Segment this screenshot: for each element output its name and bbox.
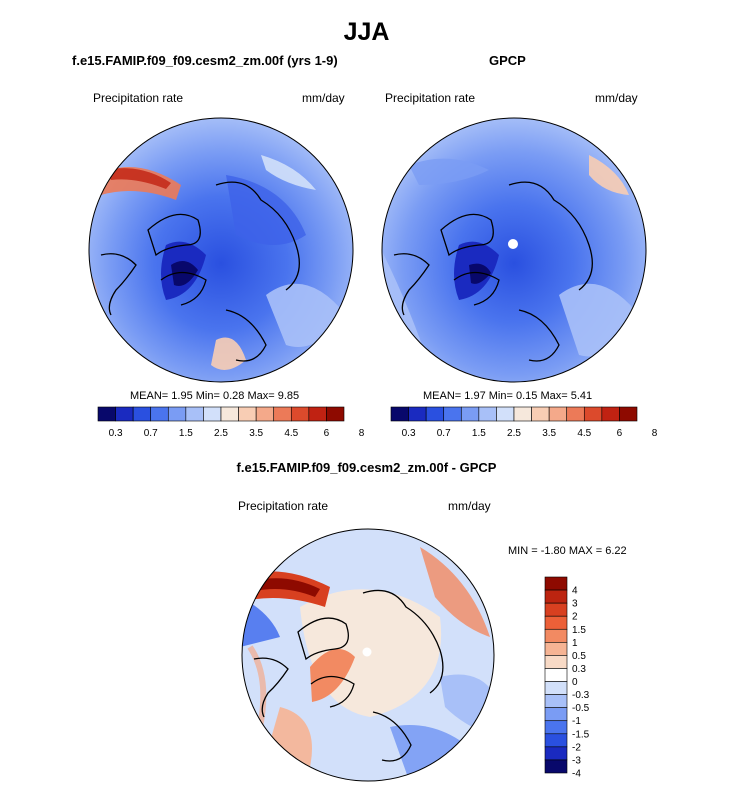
colorbar-swatch xyxy=(115,406,134,422)
colorbar-tick-label: -3 xyxy=(572,755,581,766)
colorbar-tick-label: 6 xyxy=(324,428,330,439)
panel1-polar-map xyxy=(88,117,354,383)
colorbar-tick-label: 3.5 xyxy=(249,428,263,439)
colorbar-tick-label: 1 xyxy=(572,638,578,649)
colorbar-swatch xyxy=(308,406,327,422)
panel1-colorbar: 0.3 0.7 1.5 2.5 3.5 4.5 6 8 xyxy=(97,406,365,439)
colorbar-tick-label: -4 xyxy=(572,769,581,780)
colorbar-tick-label: 4 xyxy=(572,586,578,597)
colorbar-swatch xyxy=(601,406,620,422)
colorbar-tick-label: 0.3 xyxy=(402,428,416,439)
colorbar-tick-label: 0.3 xyxy=(572,664,586,675)
colorbar-tick-label: 1.5 xyxy=(472,428,486,439)
panel1-units: mm/day xyxy=(302,91,345,105)
colorbar-swatch xyxy=(255,406,275,422)
panel1-field-label: Precipitation rate xyxy=(93,91,184,105)
colorbar-swatch xyxy=(408,406,427,422)
colorbar-swatch xyxy=(544,668,568,682)
panel1-stats: MEAN= 1.95 Min= 0.28 Max= 9.85 xyxy=(130,390,300,402)
panel2-units: mm/day xyxy=(595,91,638,105)
colorbar-swatch xyxy=(544,746,568,761)
colorbar-swatch xyxy=(548,406,568,422)
colorbar-tick-label: 6 xyxy=(617,428,623,439)
colorbar-tick-label: 4.5 xyxy=(577,428,591,439)
colorbar-swatch xyxy=(496,406,515,422)
colorbar-swatch xyxy=(544,720,568,735)
colorbar-swatch xyxy=(203,406,222,422)
colorbar-tick-label: 3.5 xyxy=(542,428,556,439)
colorbar-swatch xyxy=(544,602,568,617)
colorbar-swatch xyxy=(513,406,532,422)
colorbar-swatch xyxy=(544,628,568,643)
panel3-polar-map xyxy=(241,528,495,782)
colorbar-tick-label: 8 xyxy=(359,428,365,439)
panel2-stats: MEAN= 1.97 Min= 0.15 Max= 5.41 xyxy=(423,390,593,402)
colorbar-swatch xyxy=(273,406,292,422)
colorbar-swatch xyxy=(531,406,550,422)
panel3-units: mm/day xyxy=(448,499,491,513)
colorbar-tick-label: -2 xyxy=(572,742,581,753)
colorbar-tick-label: -0.3 xyxy=(572,690,590,701)
colorbar-swatch xyxy=(583,406,603,422)
colorbar-tick-label: -1 xyxy=(572,716,581,727)
colorbar-tick-label: 0.5 xyxy=(572,651,586,662)
colorbar-swatch xyxy=(544,589,568,604)
panel2-title: GPCP xyxy=(489,53,526,68)
colorbar-swatch xyxy=(544,655,568,669)
colorbar-swatch xyxy=(619,406,638,422)
colorbar-tick-label: 2 xyxy=(572,612,578,623)
colorbar-swatch xyxy=(460,406,480,422)
colorbar-swatch xyxy=(390,406,409,422)
colorbar-swatch xyxy=(238,406,257,422)
colorbar-tick-label: 3 xyxy=(572,599,578,610)
panel3-title: f.e15.FAMIP.f09_f09.cesm2_zm.00f - GPCP xyxy=(236,460,497,475)
colorbar-tick-label: 0.7 xyxy=(437,428,451,439)
colorbar-swatch xyxy=(544,707,568,722)
colorbar-swatch xyxy=(478,406,497,422)
figure-title: JJA xyxy=(343,18,390,46)
colorbar-tick-label: 4.5 xyxy=(284,428,298,439)
colorbar-swatch xyxy=(544,694,568,708)
colorbar-swatch xyxy=(97,406,116,422)
colorbar-tick-label: 1.5 xyxy=(179,428,193,439)
colorbar-swatch xyxy=(443,406,462,422)
panel2-polar-map xyxy=(381,117,647,383)
colorbar-tick-label: 8 xyxy=(652,428,658,439)
colorbar-swatch xyxy=(544,615,568,630)
colorbar-tick-label: 0 xyxy=(572,677,578,688)
colorbar-swatch xyxy=(544,759,568,774)
colorbar-swatch xyxy=(326,406,345,422)
colorbar-swatch xyxy=(425,406,445,422)
colorbar-swatch xyxy=(544,642,568,656)
panel3-colorbar: 4 3 2 1.5 1 0.5 0.3 0 -0.3 -0.5 -1 -1.5 -2 -3 -4 xyxy=(544,576,590,780)
colorbar-swatch xyxy=(132,406,152,422)
panel3-stats: MIN = -1.80 MAX = 6.22 xyxy=(508,545,627,557)
colorbar-swatch xyxy=(544,733,568,748)
colorbar-swatch xyxy=(566,406,585,422)
colorbar-tick-label: -1.5 xyxy=(572,729,590,740)
colorbar-swatch xyxy=(150,406,169,422)
colorbar-tick-label: 2.5 xyxy=(214,428,228,439)
colorbar-tick-label: 1.5 xyxy=(572,625,586,636)
panel2-colorbar: 0.3 0.7 1.5 2.5 3.5 4.5 6 8 xyxy=(390,406,658,439)
panel3-field-label: Precipitation rate xyxy=(238,499,329,513)
colorbar-tick-label: 0.3 xyxy=(109,428,123,439)
colorbar-tick-label: -0.5 xyxy=(572,703,590,714)
colorbar-tick-label: 0.7 xyxy=(144,428,158,439)
colorbar-swatch xyxy=(185,406,204,422)
colorbar-swatch xyxy=(544,681,568,695)
colorbar-swatch xyxy=(544,576,568,591)
colorbar-swatch xyxy=(220,406,239,422)
colorbar-swatch xyxy=(167,406,187,422)
panel2-field-label: Precipitation rate xyxy=(385,91,476,105)
panel1-title: f.e15.FAMIP.f09_f09.cesm2_zm.00f (yrs 1-… xyxy=(72,53,338,68)
colorbar-tick-label: 2.5 xyxy=(507,428,521,439)
colorbar-swatch xyxy=(290,406,310,422)
